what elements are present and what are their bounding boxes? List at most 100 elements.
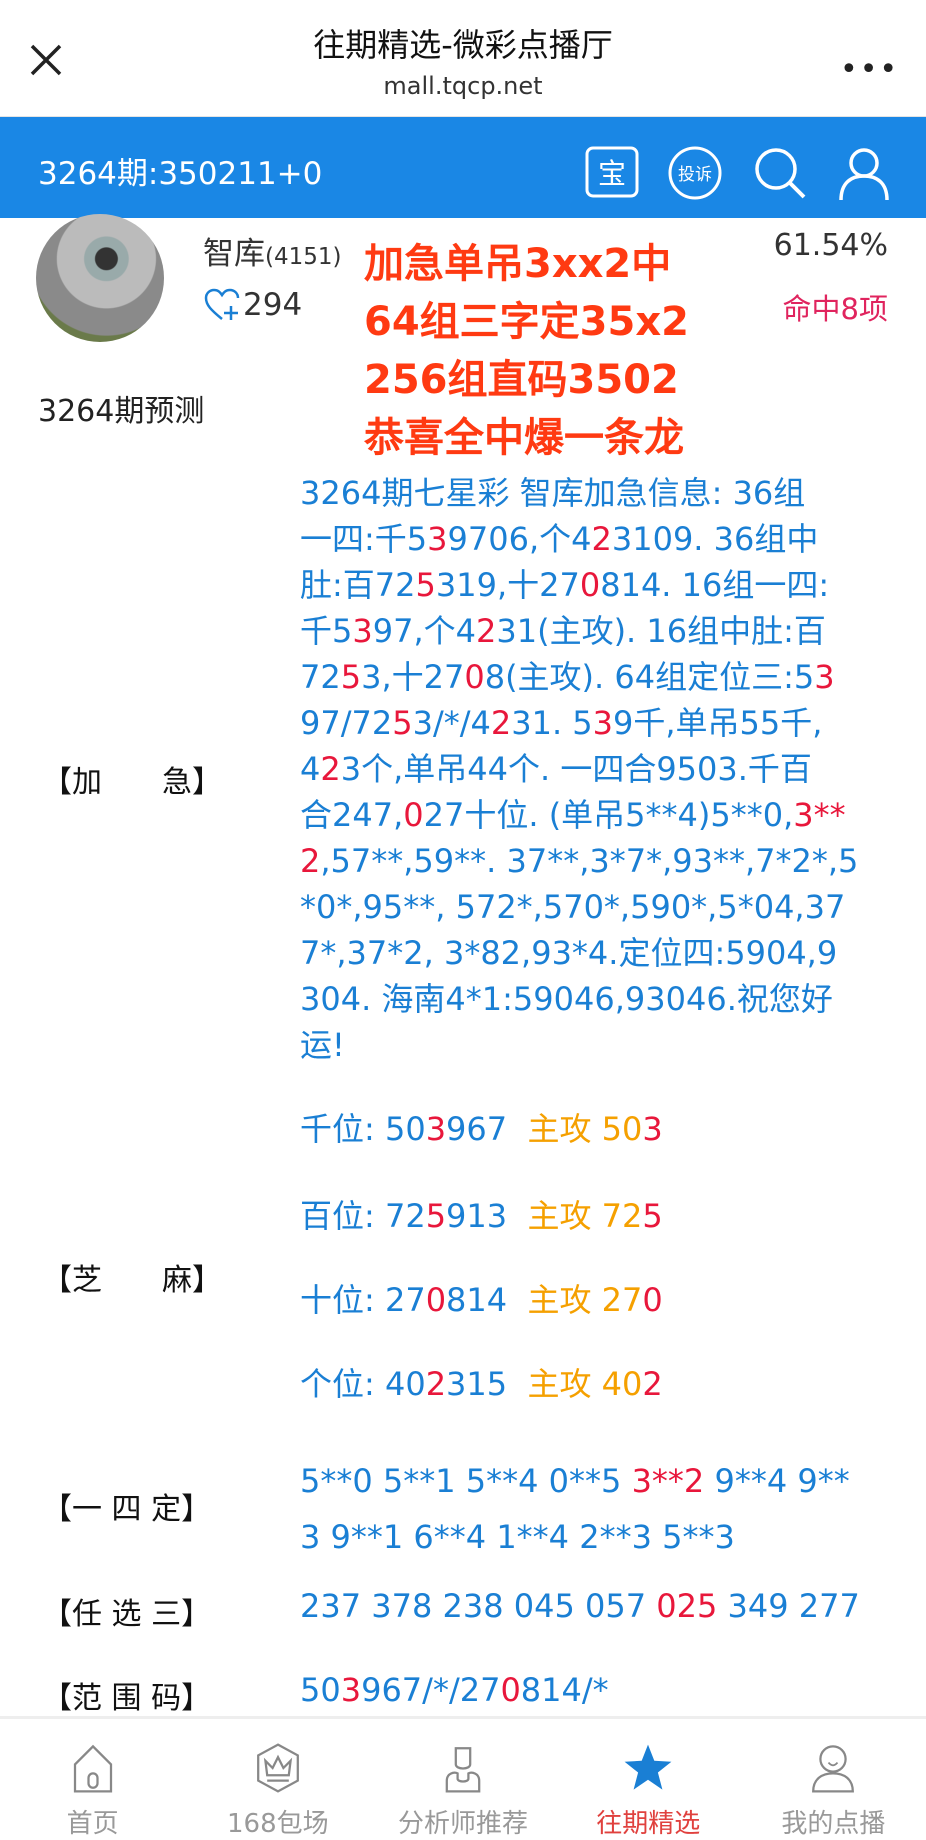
close-icon[interactable] xyxy=(26,40,66,80)
jiaji-content: 3264期七星彩 智库加急信息: 36组 一四:千539706,个423109. … xyxy=(300,470,858,1068)
avatar[interactable] xyxy=(36,214,164,342)
complaint-button[interactable]: 投诉 xyxy=(667,145,723,201)
text-segment: 3个,单吊44个. 一四合9503.千百 xyxy=(340,750,812,788)
complaint-icon: 投诉 xyxy=(668,146,722,200)
highlight-number: 3** xyxy=(793,796,846,834)
highlight-number: 0 xyxy=(403,796,424,834)
highlight-number: 5 xyxy=(642,1197,663,1235)
promo-line: 64组三字定35x2 xyxy=(364,299,689,345)
content-line: 千5397,个4231(主攻). 16组中肚:百 xyxy=(300,608,858,654)
content-line: *0*,95**, 572*,570*,590*,5*04,37 xyxy=(300,884,858,930)
text-segment: 97/72 xyxy=(300,704,393,742)
fanwei-content: 503967/*/270814/* xyxy=(300,1671,609,1709)
text-segment: 肚:百72 xyxy=(300,566,416,604)
content-line: 5**0 5**1 5**4 0**5 3**2 9**4 9** xyxy=(300,1453,850,1509)
bao-button[interactable]: 宝 xyxy=(584,145,640,201)
hit-count: 命中8项 xyxy=(782,292,888,326)
renxuan-content: 237 378 238 045 057 025 349 277 xyxy=(300,1587,860,1625)
content-line: 2,57**,59**. 37**,3*7*,93**,7*2*,5 xyxy=(300,838,858,884)
label-yisi: 【一 四 定】 xyxy=(42,1492,212,1527)
analyst-icon xyxy=(445,1747,481,1793)
content-line: 一四:千539706,个423109. 36组中 xyxy=(300,516,858,562)
search-button[interactable] xyxy=(752,145,808,201)
text-segment: ,57**,59**. 37**,3*7*,93**,7*2*,5 xyxy=(320,842,859,880)
highlight-number: 3**2 xyxy=(631,1462,705,1500)
content-line: 304. 海南4*1:59046,93046.祝您好 xyxy=(300,976,858,1022)
nav-label: 分析师推荐 xyxy=(398,1809,529,1839)
text-segment: 十位: 27 xyxy=(300,1281,426,1319)
text-segment: 3109. 36组中 xyxy=(611,520,819,558)
highlight-number: 3 xyxy=(592,704,613,742)
nav-item[interactable]: 分析师推荐 xyxy=(370,1719,555,1840)
text-segment: 3264期七星彩 智库加急信息: 36组 xyxy=(300,474,806,512)
text-segment: 913 xyxy=(446,1197,528,1235)
text-segment: 百位: 72 xyxy=(300,1197,426,1235)
content-line: 3264期七星彩 智库加急信息: 36组 xyxy=(300,470,858,516)
user-button[interactable] xyxy=(836,145,892,201)
text-segment: 个位: 40 xyxy=(300,1365,426,1403)
nav-item[interactable]: 首页 xyxy=(0,1719,185,1840)
highlight-number: 2 xyxy=(425,1365,447,1403)
zhima-row: 十位: 270814 主攻 270 xyxy=(300,1281,663,1319)
text-segment: 千位: 50 xyxy=(300,1110,426,1148)
nav-label: 往期精选 xyxy=(596,1809,701,1839)
content-line: 运! xyxy=(300,1022,858,1068)
highlight-number: 3 xyxy=(814,658,835,696)
user-icon xyxy=(839,148,889,201)
bao-icon: 宝 xyxy=(585,146,639,198)
highlight-number: 3 xyxy=(340,1671,362,1709)
fans-count: 294 xyxy=(243,287,303,323)
main-attack-text: 主攻 72 xyxy=(527,1197,643,1235)
text-segment: 31(主攻). 16组中肚:百 xyxy=(496,612,826,650)
highlight-number: 2 xyxy=(591,520,612,558)
text-segment: 814 xyxy=(446,1281,528,1319)
highlight-number: 2 xyxy=(490,704,512,742)
highlight-number: 0 xyxy=(642,1281,663,1319)
highlight-number: 025 xyxy=(656,1587,718,1625)
text-segment: 31. 5 xyxy=(511,704,593,742)
nav-item[interactable]: 往期精选 xyxy=(556,1719,741,1840)
highlight-number: 0 xyxy=(579,566,601,604)
content-line: 7*,37*2, 3*82,93*4.定位四:5904,9 xyxy=(300,930,858,976)
promo-banner: 加急单吊3xx2中 64组三字定35x2 256组直码3502 恭喜全中爆一条龙 xyxy=(364,235,689,467)
highlight-number: 2 xyxy=(300,842,321,880)
text-segment: 运! xyxy=(300,1026,345,1064)
page-url: mall.tqcp.net xyxy=(383,72,543,100)
text-segment: 72 xyxy=(300,658,341,696)
text-segment: 315 xyxy=(446,1365,528,1403)
highlight-number: 3 xyxy=(352,612,373,650)
text-segment: 814. 16组一四: xyxy=(600,566,830,604)
yisi-content: 5**0 5**1 5**4 0**5 3**2 9**4 9** 3 9**1 … xyxy=(300,1453,850,1565)
home-icon xyxy=(73,1744,112,1793)
promo-line: 加急单吊3xx2中 xyxy=(364,241,672,287)
zhima-row: 百位: 725913 主攻 725 xyxy=(300,1197,663,1235)
follow-button[interactable]: 294 xyxy=(203,286,302,324)
more-icon[interactable]: ••• xyxy=(840,52,900,87)
text-segment: 7*,37*2, 3*82,93*4.定位四:5904,9 xyxy=(300,934,838,972)
text-segment: 合247, xyxy=(300,796,404,834)
nav-label: 168包场 xyxy=(226,1809,329,1839)
text-segment: 3,十27 xyxy=(361,658,465,696)
highlight-number: 0 xyxy=(500,1671,521,1709)
content-line: 423个,单吊44个. 一四合9503.千百 xyxy=(300,746,858,792)
heart-plus-icon xyxy=(204,288,240,320)
text-segment: 千5 xyxy=(300,612,353,650)
expert-name[interactable]: 智库(4151) xyxy=(203,228,341,273)
text-segment: 50 xyxy=(300,1671,341,1709)
highlight-number: 0 xyxy=(464,658,485,696)
highlight-number: 3 xyxy=(427,520,448,558)
svg-text:宝: 宝 xyxy=(598,157,626,190)
prediction-title: 3264期预测 xyxy=(38,394,205,429)
zhima-row: 千位: 503967 主攻 503 xyxy=(300,1110,663,1148)
nav-item[interactable]: 168包场 xyxy=(185,1719,370,1840)
content-line: 肚:百725319,十270814. 16组一四: xyxy=(300,562,858,608)
nav-label: 我的点播 xyxy=(781,1809,886,1839)
highlight-number: 3 xyxy=(642,1110,663,1148)
toolbar xyxy=(0,117,926,218)
highlight-number: 2 xyxy=(476,612,497,650)
content-line: 7253,十2708(主攻). 64组定位三:53 xyxy=(300,654,858,700)
text-segment: *0*,95**, 572*,570*,590*,5*04,37 xyxy=(300,888,846,926)
nav-item[interactable]: 我的点播 xyxy=(741,1719,926,1840)
bottom-nav: 首页 168包场 分析师推荐 往期精选 我的点播 xyxy=(0,1716,926,1840)
highlight-number: 0 xyxy=(425,1281,447,1319)
